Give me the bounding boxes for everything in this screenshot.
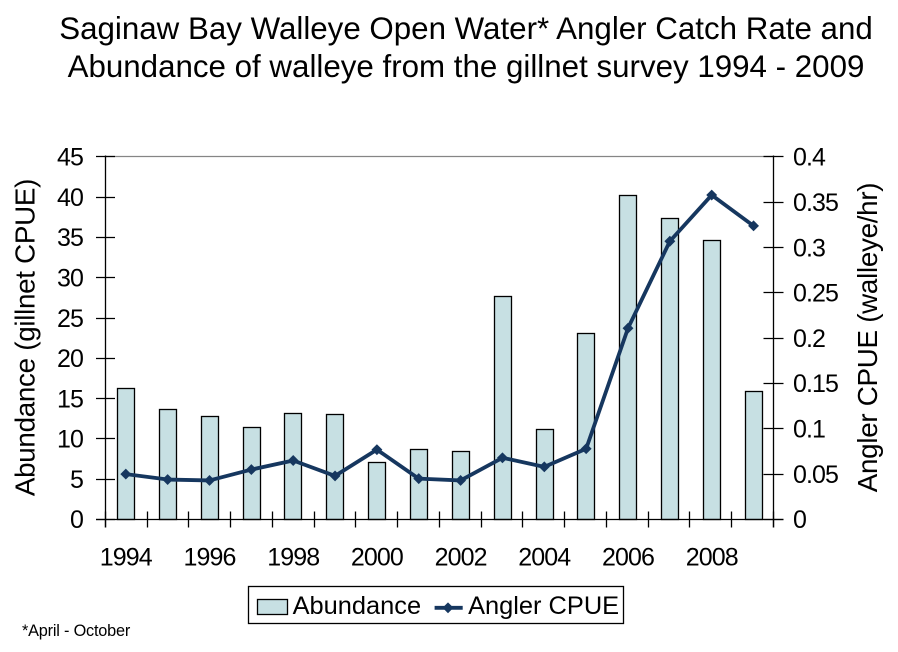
svg-text:20: 20 (57, 345, 83, 373)
svg-text:Angler CPUE: Angler CPUE (468, 592, 619, 620)
svg-text:0: 0 (70, 506, 83, 534)
svg-text:2004: 2004 (518, 543, 571, 571)
svg-text:0.4: 0.4 (793, 144, 826, 172)
svg-text:2002: 2002 (435, 543, 487, 571)
svg-text:5: 5 (70, 466, 83, 494)
svg-text:Angler CPUE (walleye/hr): Angler CPUE (walleye/hr) (852, 183, 883, 492)
svg-text:0.05: 0.05 (793, 461, 838, 489)
svg-text:Abundance of walleye from the: Abundance of walleye from the gillnet su… (68, 49, 865, 84)
svg-text:0.15: 0.15 (793, 370, 838, 398)
svg-text:2000: 2000 (351, 543, 403, 571)
svg-text:0.25: 0.25 (793, 280, 838, 308)
svg-text:40: 40 (57, 184, 83, 212)
svg-text:*April - October: *April - October (22, 622, 131, 640)
svg-text:0.3: 0.3 (793, 234, 825, 262)
svg-text:10: 10 (57, 426, 83, 454)
svg-text:25: 25 (57, 305, 83, 333)
svg-text:Saginaw Bay Walleye Open Water: Saginaw Bay Walleye Open Water* Angler C… (59, 11, 873, 46)
svg-text:30: 30 (57, 265, 83, 293)
svg-text:15: 15 (57, 385, 83, 413)
svg-text:0: 0 (793, 506, 806, 534)
svg-text:Abundance (gillnet CPUE): Abundance (gillnet CPUE) (10, 179, 41, 496)
svg-text:35: 35 (57, 224, 83, 252)
svg-text:0.35: 0.35 (793, 189, 838, 217)
svg-text:2006: 2006 (602, 543, 654, 571)
svg-text:1994: 1994 (100, 543, 153, 571)
svg-text:Abundance: Abundance (293, 592, 421, 620)
svg-text:45: 45 (57, 144, 83, 172)
svg-text:0.2: 0.2 (793, 325, 825, 353)
svg-text:2008: 2008 (686, 543, 738, 571)
svg-text:0.1: 0.1 (793, 416, 825, 444)
svg-text:1998: 1998 (267, 543, 319, 571)
svg-text:1996: 1996 (183, 543, 235, 571)
